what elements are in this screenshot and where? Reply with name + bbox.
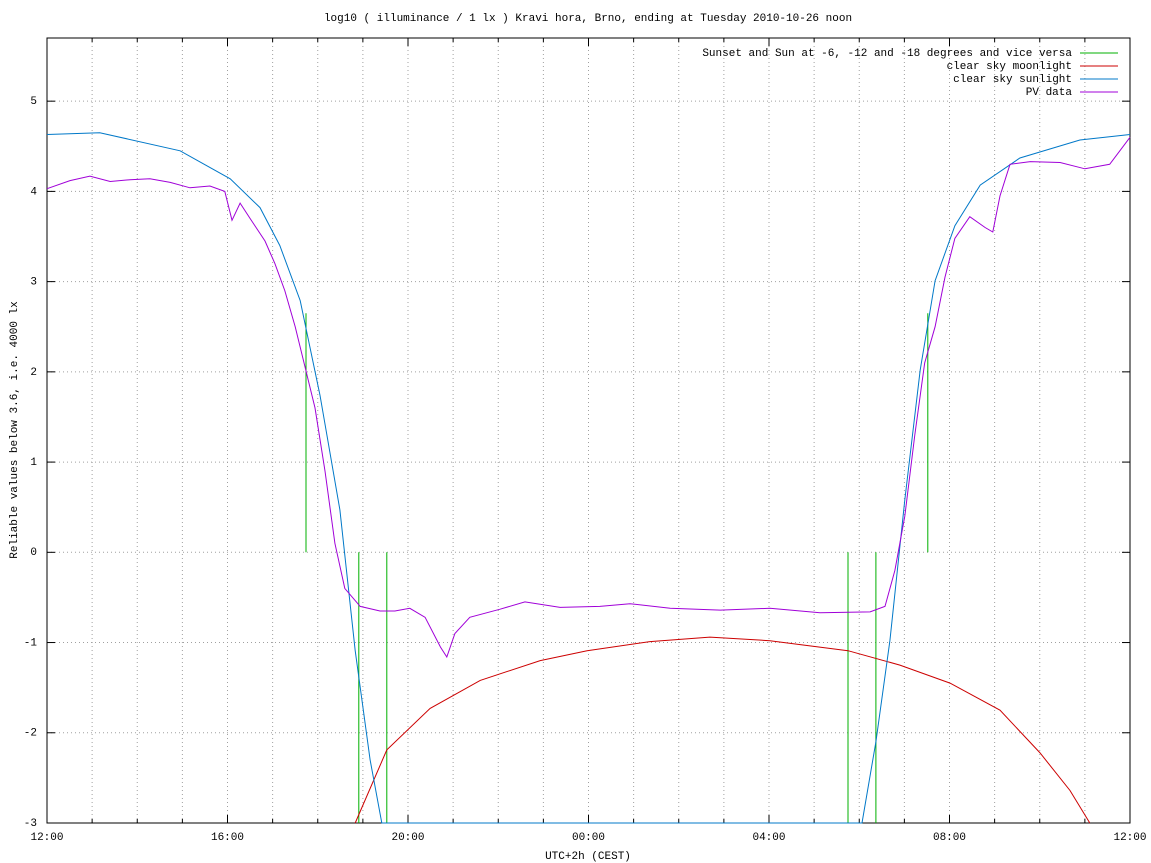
legend-label: PV data (1026, 87, 1073, 99)
y-axis-label: Reliable values below 3.6, i.e. 4000 lx (9, 301, 21, 559)
x-axis-label: UTC+2h (CEST) (545, 851, 631, 863)
x-tick-label: 12:00 (1113, 832, 1146, 844)
series-line (46, 136, 1131, 659)
legend-label: clear sky sunlight (953, 74, 1072, 86)
y-tick-label: -1 (24, 637, 38, 649)
series-line (305, 313, 929, 823)
x-tick-label: 16:00 (211, 832, 244, 844)
y-tick-label: -3 (24, 818, 37, 830)
y-tick-label: 2 (30, 367, 37, 379)
x-tick-label: 04:00 (752, 832, 785, 844)
y-tick-label: 4 (30, 186, 37, 198)
y-tick-label: 1 (30, 457, 37, 469)
series-line (46, 132, 1131, 824)
x-tick-label: 08:00 (933, 832, 966, 844)
x-tick-label: 12:00 (30, 832, 63, 844)
y-tick-label: 3 (30, 277, 37, 289)
y-tick-label: 5 (30, 96, 37, 108)
legend-label: Sunset and Sun at -6, -12 and -18 degree… (702, 48, 1072, 60)
x-tick-label: 00:00 (572, 832, 605, 844)
y-tick-label: -2 (24, 728, 37, 740)
series-line (354, 636, 1091, 824)
x-tick-label: 20:00 (391, 832, 424, 844)
chart-title: log10 ( illuminance / 1 lx ) Kravi hora,… (324, 13, 852, 25)
y-tick-label: 0 (30, 547, 37, 559)
legend-label: clear sky moonlight (947, 61, 1072, 73)
